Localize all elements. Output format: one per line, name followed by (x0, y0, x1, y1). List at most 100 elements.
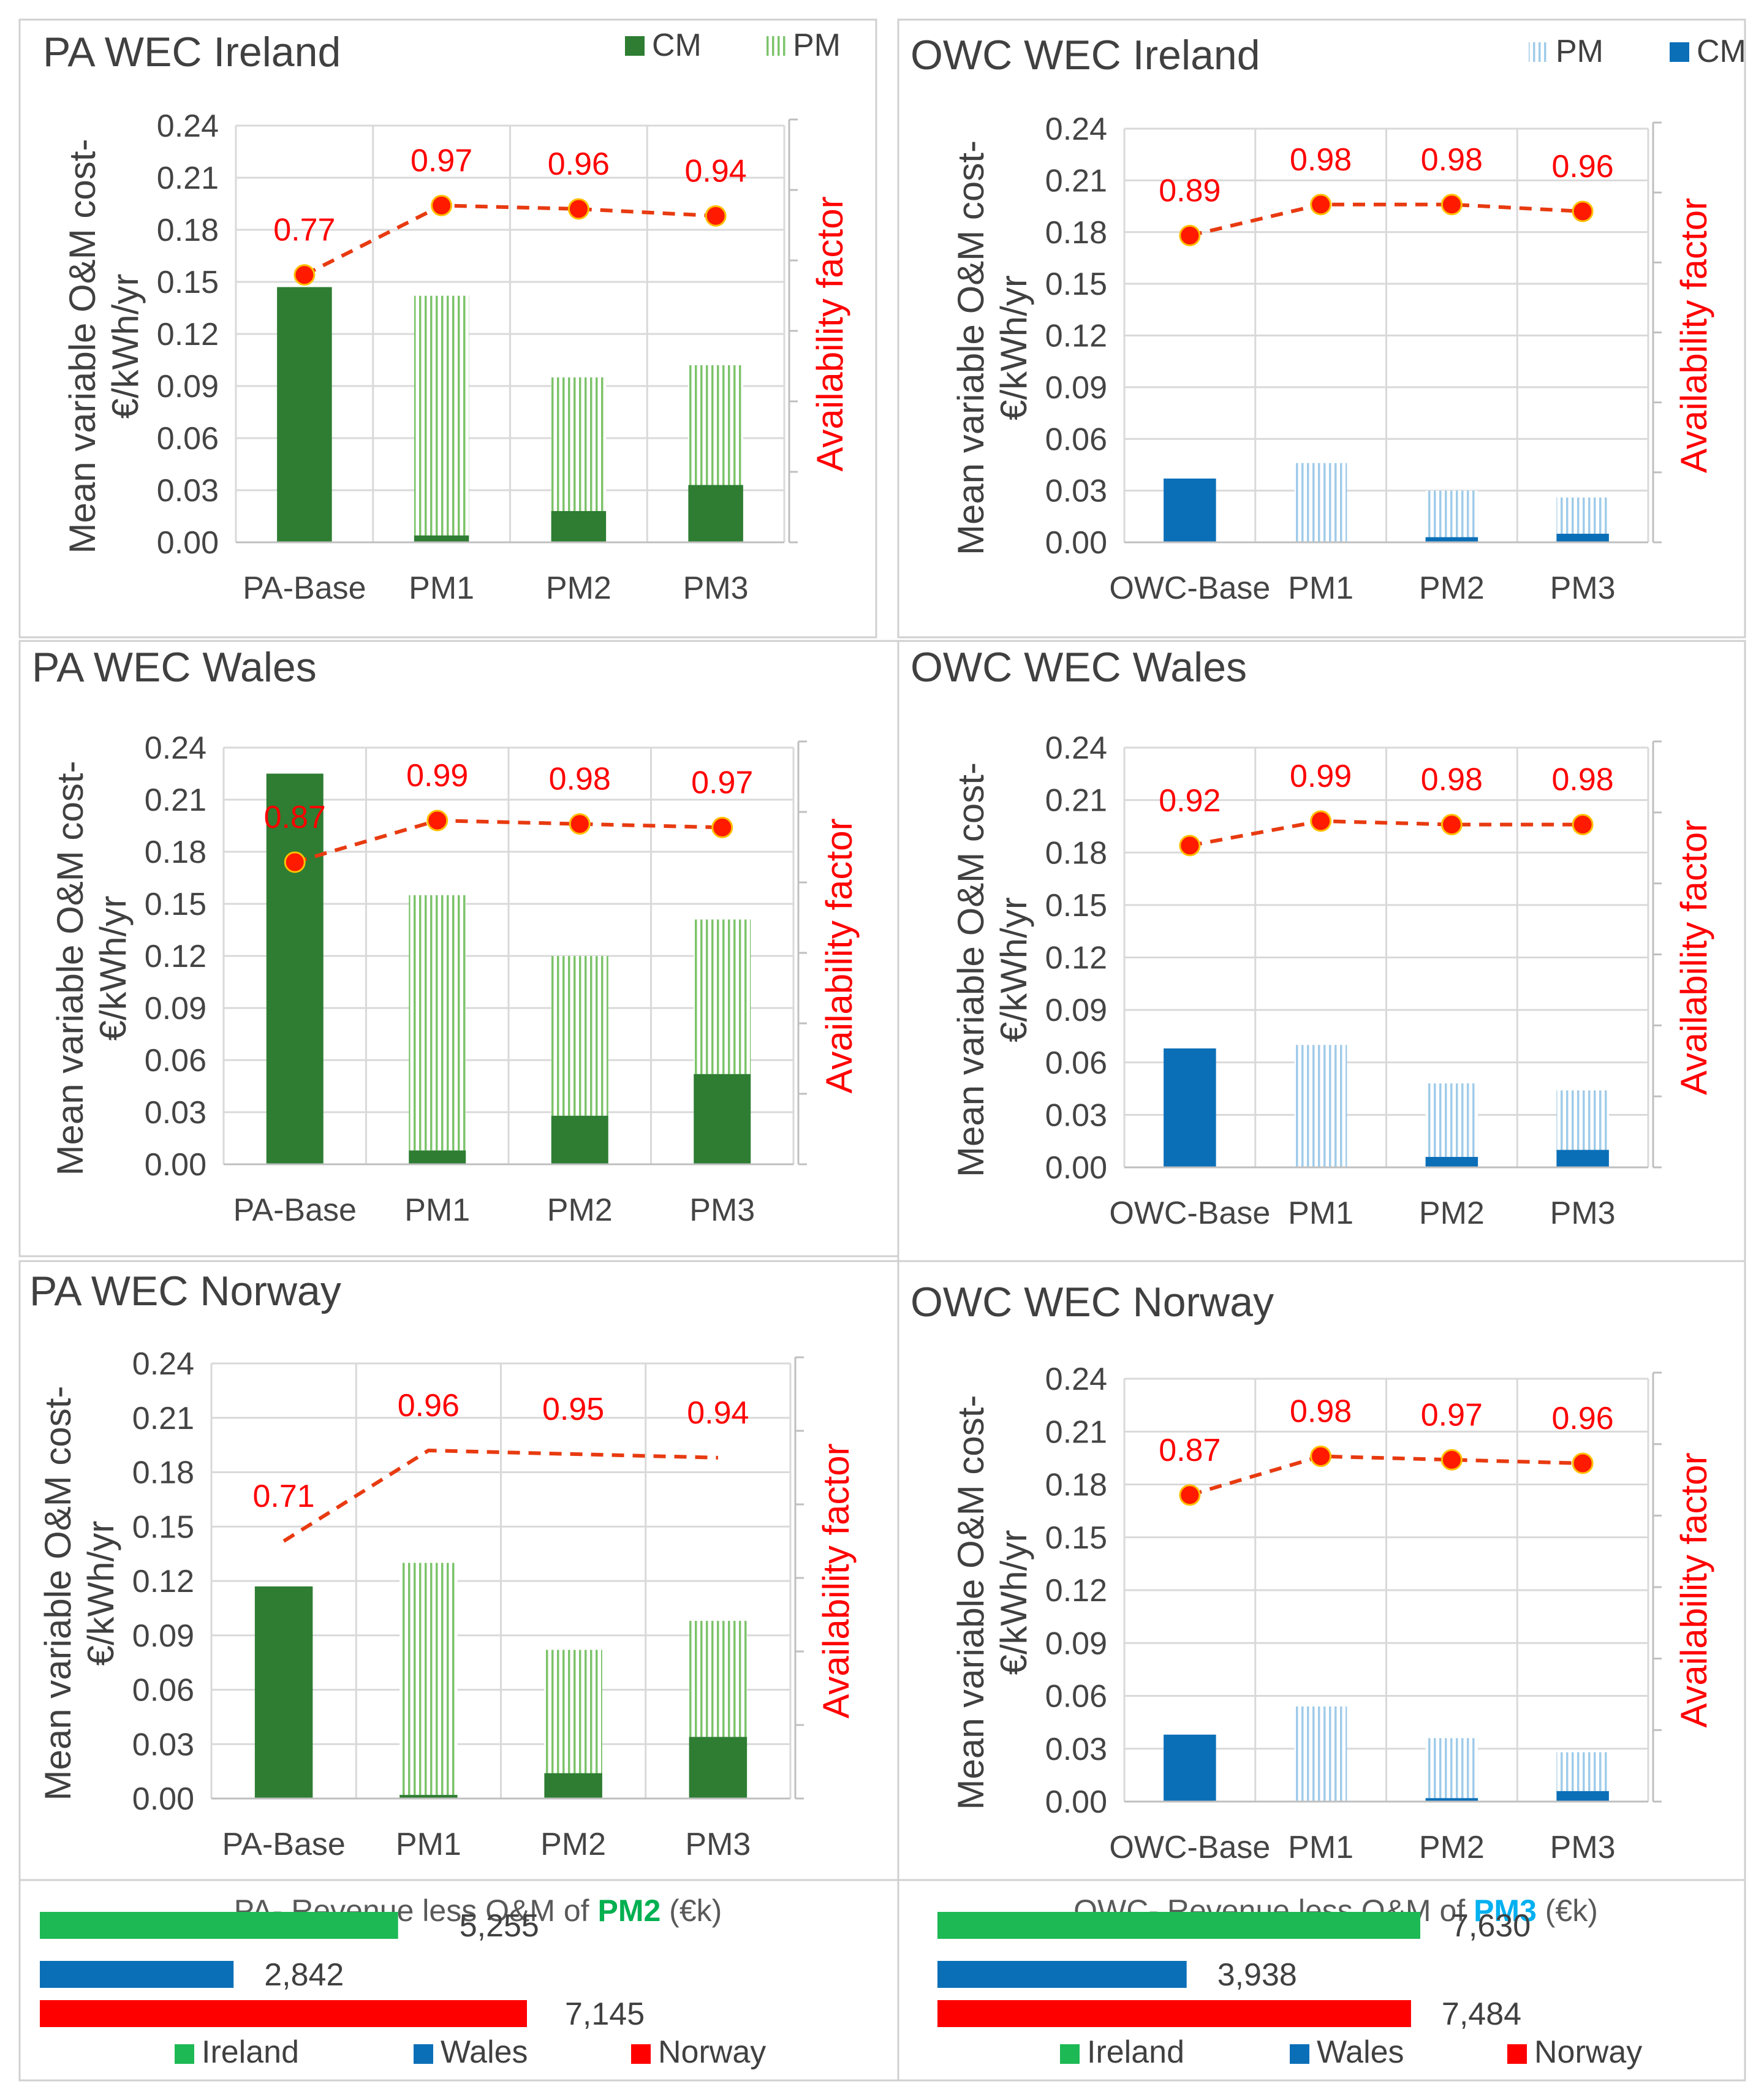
legend-swatch-wales (1290, 2044, 1309, 2064)
y-axis-title-line1: Mean variable O&M cost- (50, 761, 91, 1176)
y-tick-label: 0.09 (132, 1618, 194, 1654)
availability-label: 0.96 (398, 1388, 460, 1423)
title-suffix: (€k) (661, 1893, 722, 1928)
revenue-value-label: 7,630 (1451, 1908, 1531, 1944)
legend-swatch-pm (766, 36, 785, 56)
availability-line (1189, 202, 1583, 238)
x-tick-label: OWC-Base (1109, 570, 1270, 606)
y-axis-title-line1: Mean variable O&M cost- (950, 140, 991, 555)
bar-cm (551, 511, 607, 542)
bar-cm (688, 485, 743, 542)
availability-marker (426, 809, 449, 832)
revenue-bar-ireland (40, 1912, 398, 1939)
y-tick-label: 0.12 (132, 1564, 194, 1599)
availability-label: 0.96 (1552, 1401, 1614, 1436)
y-axis-title-line1: Mean variable O&M cost- (37, 1386, 78, 1801)
bar-pm (1425, 1738, 1478, 1799)
y-tick-label: 0.06 (145, 1043, 206, 1078)
y-axis-title-line2: €/kWh/yr (105, 274, 146, 419)
y-tick-label: 0.24 (157, 108, 219, 144)
availability-label: 0.89 (1159, 173, 1221, 208)
availability-marker (1179, 224, 1201, 246)
legend-label: CM (652, 28, 702, 63)
x-tick-label: PM1 (1288, 570, 1353, 606)
availability-label: 0.98 (1290, 142, 1352, 178)
chart-panel-owc_revenue: OWC- Revenue less O&M of PM3 (€k)7,6303,… (897, 1879, 1746, 2082)
availability-label: 0.87 (1159, 1433, 1221, 1468)
availability-marker (1179, 1484, 1201, 1506)
legend-swatch-pm (1529, 42, 1548, 62)
bar-pm (551, 377, 607, 511)
bar-pm (399, 1563, 458, 1795)
legend-swatch-norway (631, 2044, 651, 2064)
bar-pm (1556, 497, 1609, 534)
availability-marker (1440, 194, 1463, 216)
y-tick-label: 0.18 (1045, 835, 1107, 871)
y-tick-label: 0.03 (157, 473, 219, 509)
y-tick-label: 0.21 (145, 783, 206, 818)
y-tick-label: 0.00 (1045, 525, 1107, 561)
y2-axis-title: Availability factor (1673, 198, 1714, 473)
chart-title: OWC WEC Wales (910, 644, 1247, 691)
availability-marker (1572, 200, 1594, 222)
bar-cm (1164, 1734, 1216, 1802)
availability-marker (711, 816, 733, 838)
chart-panel-owc_ireland: OWC WEC Ireland 0.00 0.03 0.06 0.09 0.12 0.15 0… (897, 18, 1746, 639)
y-tick-label: 0.00 (145, 1147, 206, 1183)
availability-marker (569, 813, 591, 835)
x-tick-label: PM3 (685, 1827, 751, 1862)
availability-marker (1572, 1452, 1594, 1474)
legend-label: Wales (1317, 2034, 1404, 2070)
y-tick-label: 0.24 (132, 1346, 194, 1382)
y2-axis-title: Availability factor (819, 818, 860, 1093)
availability-label: 0.92 (1159, 783, 1221, 819)
chart-panel-owc_norway: OWC WEC Norway 0.00 0.03 0.06 0.09 0.12 0.15 0.… (897, 1260, 1746, 1881)
y-tick-label: 0.06 (132, 1673, 194, 1708)
availability-marker (1440, 814, 1463, 836)
bar-cm (1164, 1048, 1216, 1167)
availability-label: 0.96 (548, 146, 610, 182)
bar-pm (1294, 1706, 1347, 1802)
revenue-bar-norway (937, 2000, 1411, 2027)
revenue-value-label: 7,484 (1442, 1996, 1521, 2032)
chart-panel-pa_wales: PA WEC Wales 0.00 0.03 0.06 0.09 0.12 0.15 0.18… (18, 640, 899, 1257)
revenue-chart-title: PA- Revenue less O&M of PM2 (€k) (234, 1893, 722, 1928)
revenue-value-label: 2,842 (264, 1957, 344, 1993)
bar-cm (694, 1074, 751, 1164)
chart-title: PA WEC Ireland (43, 29, 341, 75)
bar-cm (409, 1150, 466, 1164)
x-tick-label: PM2 (1419, 1830, 1485, 1865)
availability-line (294, 818, 722, 864)
legend-label: Wales (441, 2034, 528, 2070)
bar-pm (688, 365, 743, 485)
y-tick-label: 0.15 (132, 1509, 194, 1545)
legend-label: PM (1556, 34, 1603, 69)
legend-label: Norway (658, 2034, 766, 2070)
legend-label: CM (1697, 34, 1746, 69)
y-tick-label: 0.18 (132, 1455, 194, 1491)
bar-pm (1425, 1083, 1478, 1157)
revenue-bar-norway (40, 2000, 527, 2027)
availability-label: 0.98 (1552, 762, 1614, 798)
y-tick-label: 0.00 (132, 1781, 194, 1817)
y-tick-label: 0.12 (145, 939, 206, 974)
availability-line (303, 203, 716, 277)
y-tick-label: 0.15 (1045, 1520, 1107, 1556)
y-tick-label: 0.12 (1045, 941, 1107, 976)
y-tick-label: 0.24 (1045, 112, 1107, 147)
availability-label: 0.77 (273, 213, 335, 248)
chart-title: OWC WEC Norway (910, 1279, 1274, 1325)
bar-cm (414, 535, 469, 542)
chart-panel-pa_norway: PA WEC Norway 0.00 0.03 0.06 0.09 0.12 0.15 0.1… (18, 1260, 899, 1881)
availability-label: 0.98 (549, 762, 611, 797)
y-axis-title-line2: €/kWh/yr (80, 1521, 121, 1666)
bar-cm (1556, 1791, 1609, 1802)
bar-pm (409, 895, 466, 1151)
y-tick-label: 0.21 (1045, 1414, 1107, 1450)
availability-label: 0.97 (1421, 1397, 1483, 1433)
legend-swatch-norway (1507, 2044, 1527, 2064)
x-tick-label: OWC-Base (1109, 1830, 1270, 1865)
y-tick-label: 0.09 (1045, 1626, 1107, 1661)
y-tick-label: 0.21 (157, 161, 219, 196)
